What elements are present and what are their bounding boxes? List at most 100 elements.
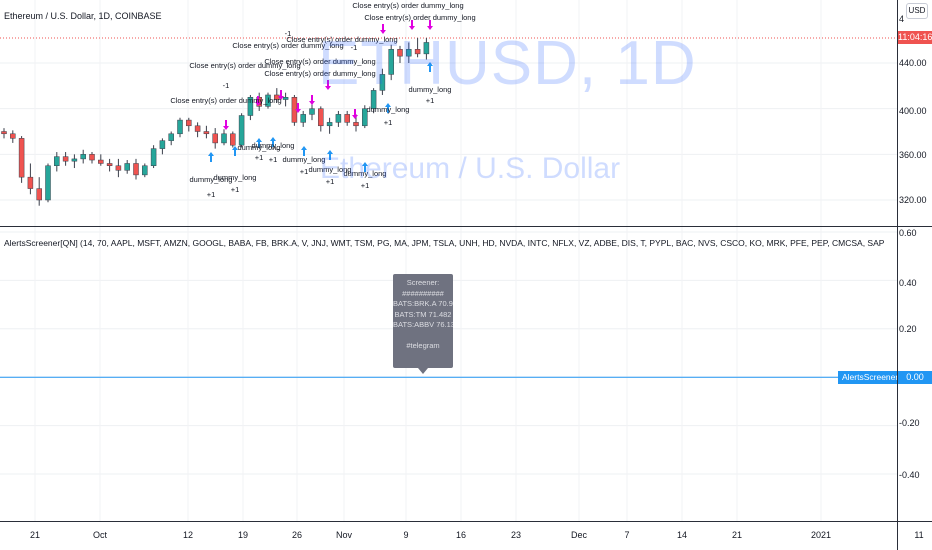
candle-body — [397, 49, 403, 57]
current-price-label: 11:04:16 — [898, 31, 932, 44]
entry-label: dummy_long — [309, 165, 352, 174]
candle-body — [379, 74, 386, 91]
tooltip-line: BATS:BRK.A 70.999 — [393, 299, 453, 308]
indicator-canvas[interactable] — [0, 227, 932, 521]
price-axis-border — [897, 0, 898, 550]
candle-body — [1, 131, 7, 135]
currency-button[interactable]: USD — [906, 3, 928, 19]
entry-qty-label: +1 — [384, 118, 393, 127]
entry-qty-label: +1 — [300, 167, 309, 176]
time-axis-label: 21 — [731, 530, 743, 540]
close-exit-arrow-icon — [223, 120, 229, 130]
candle-body — [265, 94, 271, 107]
candle-body — [80, 154, 86, 160]
symbol-name-watermark: Ethereum / U.S. Dollar — [320, 152, 621, 185]
entry-qty-label: +1 — [326, 177, 335, 186]
entry-qty-label: +1 — [231, 185, 240, 194]
entry-label: dummy_long — [214, 173, 257, 182]
entry-label: dummy_long — [190, 175, 233, 184]
exit-label: Close entry(s) order dummy_long — [264, 69, 375, 78]
exit-qty-label: -1 — [223, 81, 230, 90]
time-axis-label: Oct — [92, 530, 108, 540]
tooltip-line: BATS:ABBV 76.130 — [393, 320, 453, 329]
price-axis-label: 4 — [899, 14, 905, 24]
tooltip-line: BATS:TM 71.482 — [394, 309, 452, 319]
price-axis-label: 440.00 — [899, 58, 927, 68]
candle-body — [353, 122, 359, 127]
entry-qty-label: +1 — [255, 153, 264, 162]
candle-body — [212, 133, 218, 144]
candle-body — [36, 188, 42, 201]
candle-body — [159, 140, 166, 149]
screener-tooltip: Screener: ########## BATS:BRK.A 70.999 B… — [393, 274, 453, 368]
candle-body — [221, 133, 227, 144]
entry-label: dummy_long — [409, 85, 452, 94]
candle-body — [177, 119, 183, 135]
exit-label: Close entry(s) order dummy_long — [170, 96, 281, 105]
price-chart-canvas[interactable]: dummy_long+1dummy_long+1dummy_long+1dumm… — [0, 0, 932, 226]
candle-body — [194, 125, 201, 132]
candle-body — [326, 122, 333, 127]
time-axis-label: 19 — [237, 530, 249, 540]
candle-body — [45, 165, 51, 201]
long-entry-arrow-icon — [256, 138, 262, 148]
indicator-pane[interactable] — [0, 227, 932, 521]
chart-symbol-title[interactable]: Ethereum / U.S. Dollar, 1D, COINBASE — [4, 11, 162, 21]
long-entry-arrow-icon — [270, 137, 276, 147]
candle-body — [256, 97, 262, 107]
long-entry-arrow-icon — [385, 103, 391, 113]
candle-body — [71, 158, 78, 162]
pane-divider[interactable] — [0, 226, 932, 227]
time-axis-label: 26 — [291, 530, 303, 540]
candle-body — [247, 97, 254, 116]
candle-body — [62, 156, 69, 162]
long-entry-arrow-icon — [427, 62, 433, 72]
entry-label: dummy_long — [367, 105, 410, 114]
candle-body — [282, 97, 289, 100]
tooltip-line — [393, 331, 453, 341]
indicator-title[interactable]: AlertsScreener[QN] (14, 70, AAPL, MSFT, … — [4, 238, 884, 248]
candle-body — [370, 90, 377, 109]
exit-label: Close entry(s) order dummy_long — [364, 13, 475, 22]
close-exit-arrow-icon — [427, 20, 433, 30]
indicator-value-label: 0.00 — [898, 371, 932, 384]
candle-body — [18, 138, 25, 178]
candle-body — [168, 133, 174, 141]
candle-body — [309, 108, 315, 115]
time-axis-label: 21 — [29, 530, 41, 540]
candle-body — [27, 176, 34, 189]
candle-body — [388, 49, 394, 75]
candle-body — [106, 163, 113, 166]
candle-body — [142, 165, 148, 176]
close-exit-arrow-icon — [309, 95, 315, 105]
entry-label: dummy_long — [344, 169, 387, 178]
tooltip-line: #telegram — [406, 340, 440, 350]
candle-body — [300, 114, 306, 123]
price-axis-label: 400.00 — [899, 106, 927, 116]
entry-label: dummy_long — [252, 141, 295, 150]
time-axis-label: Nov — [335, 530, 353, 540]
long-entry-arrow-icon — [301, 146, 307, 156]
candle-body — [150, 148, 157, 166]
time-axis-label: 23 — [510, 530, 522, 540]
entry-qty-label: +1 — [269, 155, 278, 164]
candle-body — [54, 156, 60, 167]
time-axis-label: 2021 — [810, 530, 832, 540]
candle-body — [98, 159, 104, 164]
candle-body — [335, 114, 342, 123]
tooltip-caret — [418, 368, 428, 374]
entry-label: dummy_long — [283, 155, 326, 164]
candle-body — [124, 163, 130, 171]
indicator-axis-label: 0.60 — [899, 228, 917, 238]
candle-body — [414, 49, 421, 55]
entry-label: dummy_long — [238, 143, 281, 152]
price-chart-pane[interactable]: dummy_long +1 dummy_long +1 dummy_long +1 dumm… — [0, 0, 932, 226]
time-axis-label: Dec — [570, 530, 588, 540]
time-axis-label: 11 — [914, 530, 924, 540]
entry-qty-label: +1 — [207, 190, 216, 199]
long-entry-arrow-icon — [232, 146, 238, 156]
candle-body — [230, 133, 236, 146]
candle-body — [238, 115, 245, 146]
candle-body — [423, 42, 430, 55]
candle-body — [406, 49, 412, 57]
